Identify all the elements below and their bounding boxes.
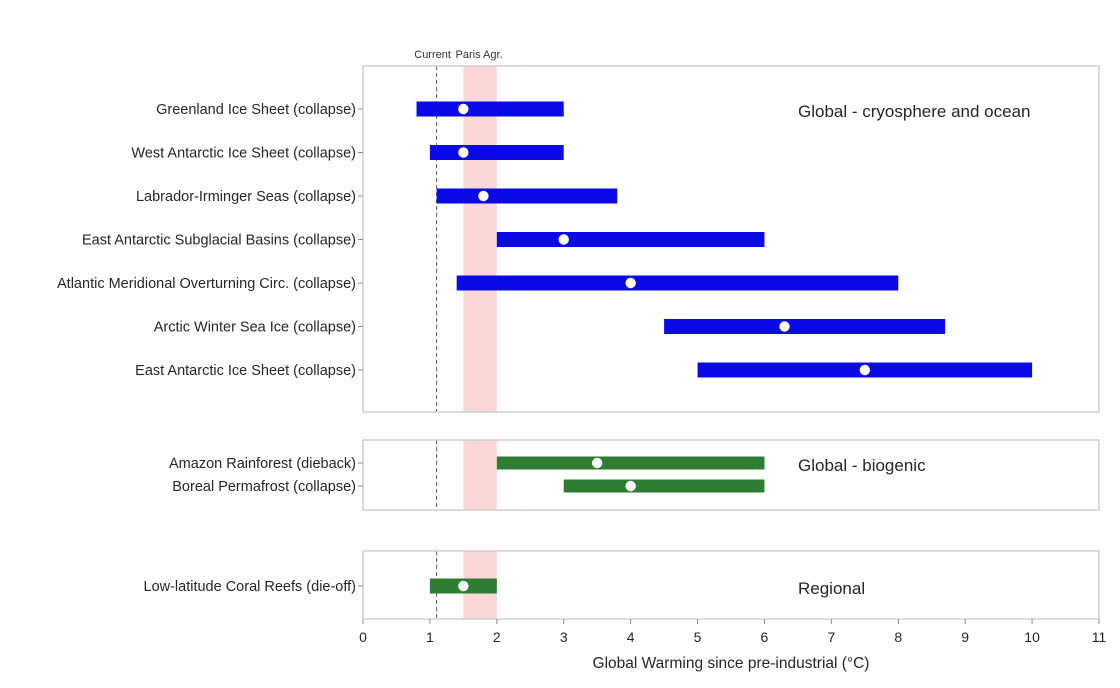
range-bar [436,188,618,204]
category-label: Amazon Rainforest (dieback) [169,456,356,472]
central-estimate-dot [859,364,871,376]
paris-band-panel-1 [463,66,497,412]
range-bar [563,479,765,493]
central-estimate-dot [625,277,636,289]
range-bars-layer [416,101,1033,594]
central-estimate-dot [478,190,489,202]
x-tick-label: 0 [359,629,367,645]
x-tick-label: 10 [1024,629,1040,645]
category-label: Low-latitude Coral Reefs (die-off) [144,579,357,595]
x-tick-label: 5 [694,629,702,645]
panel-frame-3 [362,550,1100,620]
x-tick-label: 4 [627,629,635,645]
x-tick-label: 3 [560,629,568,645]
x-axis: Global Warming since pre-industrial (°C)… [359,619,1106,672]
range-bar [496,456,765,470]
x-tick-label: 11 [1092,629,1107,645]
paris-band-panel-2 [463,440,497,510]
x-tick-label: 8 [894,629,902,645]
category-label: East Antarctic Subglacial Basins (collap… [82,233,356,249]
category-label: Labrador-Irminger Seas (collapse) [136,189,356,205]
x-tick-label: 9 [961,629,969,645]
category-label: East Antarctic Ice Sheet (collapse) [135,363,356,379]
panel-title-3: Regional [798,579,865,598]
central-estimate-dot [458,580,469,592]
x-tick-label: 6 [761,629,769,645]
central-estimate-dot [591,457,603,469]
central-estimate-dot [625,480,636,492]
central-estimate-dot [558,234,569,245]
panels-layer: Global - cryosphere and ocean Greenland I… [57,65,1100,620]
panel-frame-2 [362,439,1100,511]
central-estimate-dot [458,103,469,115]
category-label: Greenland Ice Sheet (collapse) [156,102,356,118]
reference-labels-layer: Paris Agr. Current [414,49,502,61]
range-bar [664,319,946,334]
category-label: Atlantic Meridional Overturning Circ. (c… [57,276,356,292]
central-estimate-dot [458,147,469,158]
category-label: Arctic Winter Sea Ice (collapse) [154,320,356,336]
panel-title-1: Global - cryosphere and ocean [798,102,1030,121]
x-axis-title: Global Warming since pre-industrial (°C) [593,655,870,672]
range-bar [416,101,564,117]
category-label: Boreal Permafrost (collapse) [172,479,356,495]
x-tick-label: 2 [493,629,501,645]
range-bar [456,275,899,291]
x-tick-label: 7 [827,629,835,645]
range-bar [429,145,564,160]
panel-title-2: Global - biogenic [798,456,926,475]
reference-bands-layer [463,66,497,619]
x-tick-label: 1 [426,629,434,645]
central-estimate-dot [779,321,790,332]
category-label: West Antarctic Ice Sheet (collapse) [131,146,356,162]
paris-band-label: Paris Agr. [456,49,503,61]
current-line-label: Current [414,49,451,61]
range-bar [496,232,765,247]
